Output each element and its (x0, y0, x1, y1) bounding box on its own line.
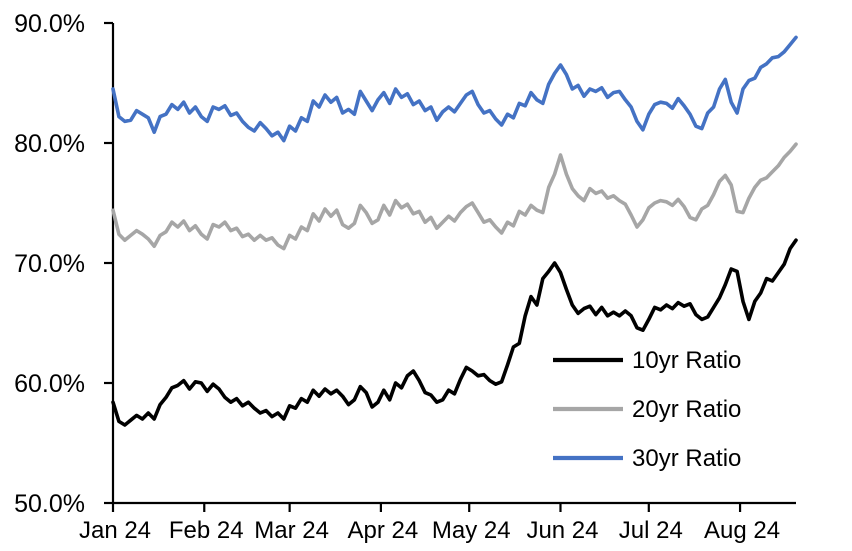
x-axis-tick-label: Jan 24 (79, 517, 151, 544)
x-axis-tick-label: Feb 24 (169, 517, 244, 544)
x-axis-tick-label: Jun 24 (526, 517, 598, 544)
y-axis-tick-label: 80.0% (14, 130, 85, 158)
legend-label-30yr: 30yr Ratio (632, 445, 741, 472)
x-axis-tick-label: May 24 (432, 517, 511, 544)
y-axis-tick-label: 50.0% (14, 490, 85, 518)
legend-label-10yr: 10yr Ratio (632, 347, 741, 374)
x-axis-tick-label: Aug 24 (704, 517, 780, 544)
series-line-30yr (111, 35, 798, 143)
series-line-20yr (111, 142, 798, 251)
x-axis-tick-label: Apr 24 (348, 517, 419, 544)
y-axis-tick-label: 90.0% (14, 10, 85, 38)
x-axis-tick-label: Jul 24 (619, 517, 683, 544)
y-axis-tick-label: 60.0% (14, 370, 85, 398)
y-axis-tick-label: 70.0% (14, 250, 85, 278)
series-line-10yr (111, 238, 798, 427)
legend-label-20yr: 20yr Ratio (632, 396, 741, 423)
x-axis-tick-label: Mar 24 (254, 517, 329, 544)
